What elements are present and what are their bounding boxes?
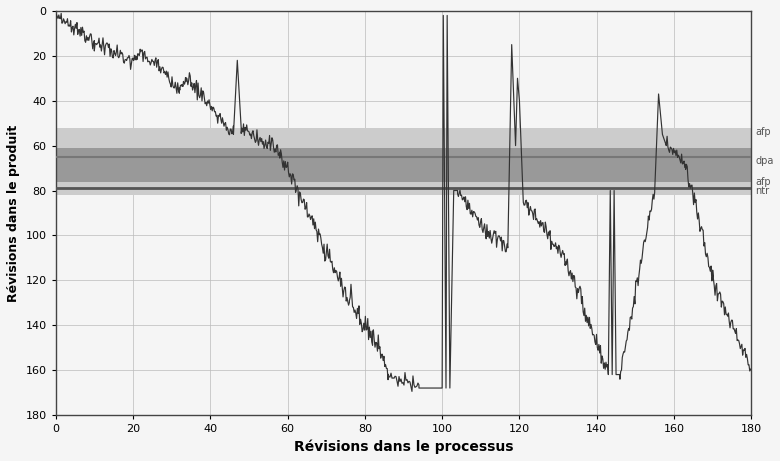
X-axis label: Révisions dans le processus: Révisions dans le processus [294, 439, 513, 454]
Text: afp: afp [755, 177, 771, 187]
Text: ntr: ntr [755, 185, 769, 195]
Text: afp: afp [755, 127, 771, 137]
Text: dpa: dpa [755, 156, 774, 166]
Bar [55, 148, 751, 182]
Y-axis label: Révisions dans le produit: Révisions dans le produit [7, 124, 20, 301]
Bar [55, 128, 751, 195]
